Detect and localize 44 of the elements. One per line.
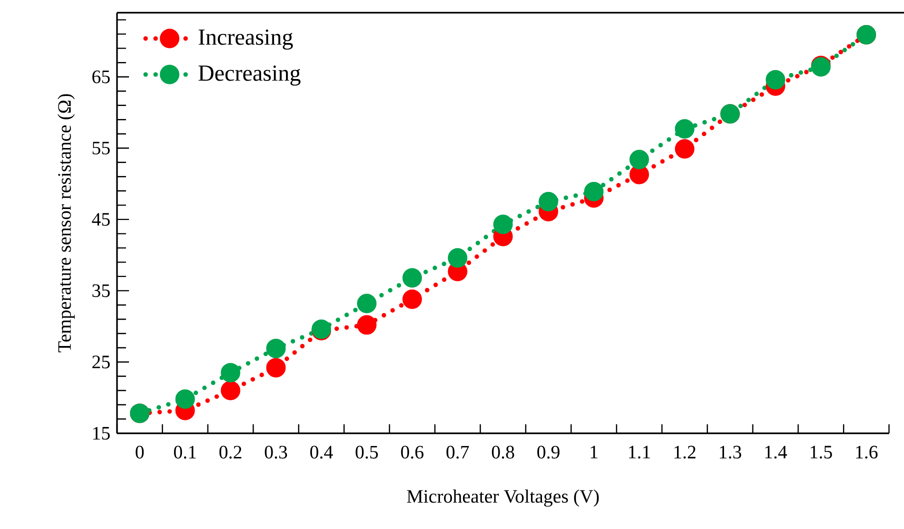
x-tick-label: 0.7 — [446, 446, 469, 459]
y-tick-label: 45 — [92, 213, 110, 226]
x-tick-label: 0.2 — [219, 446, 242, 459]
point — [629, 150, 649, 170]
point — [357, 315, 377, 335]
x-tick-label: 0.1 — [174, 446, 196, 459]
legend-label: Increasing — [198, 29, 293, 50]
x-tick-label: 0.5 — [356, 446, 378, 459]
y-tick-label: 55 — [92, 142, 110, 154]
point — [493, 214, 513, 234]
point — [674, 119, 694, 139]
y-tick-label: 25 — [92, 356, 110, 368]
x-tick-label: 0.9 — [537, 446, 560, 459]
point — [584, 182, 604, 202]
y-tick-label: 15 — [93, 426, 110, 440]
point — [266, 338, 286, 358]
x-tick-label: 1.3 — [720, 446, 742, 459]
point — [448, 248, 468, 268]
point — [220, 362, 240, 382]
y-axis-title: Temperature sensor resistance (Ω) — [58, 94, 75, 352]
x-tick-label: 0.4 — [310, 446, 333, 459]
point — [266, 358, 286, 378]
x-tick-label: 0.6 — [401, 446, 424, 459]
point — [674, 139, 694, 159]
x-tick-label: 1.4 — [765, 446, 788, 459]
x-axis-title: Microheater Voltages (V) — [407, 489, 599, 507]
legend-label: Decreasing — [198, 65, 300, 86]
x-tick-label: 0 — [136, 446, 144, 459]
point — [357, 294, 377, 314]
x-tick-label: 0.8 — [492, 446, 514, 459]
x-tick-label: 0.3 — [264, 446, 288, 459]
point — [538, 192, 558, 212]
y-tick-label: 35 — [92, 284, 110, 298]
y-tick-label: 65 — [92, 70, 110, 84]
x-tick-label: 1.2 — [674, 446, 696, 459]
x-tick-label: 1.1 — [629, 446, 650, 459]
point — [402, 290, 422, 310]
point — [402, 268, 422, 288]
point — [175, 389, 195, 409]
x-tick-label: 1.6 — [856, 446, 878, 459]
x-tick-label: 1.5 — [810, 446, 832, 459]
point — [220, 380, 240, 400]
point — [766, 70, 786, 90]
x-tick-label: 1 — [590, 446, 598, 458]
